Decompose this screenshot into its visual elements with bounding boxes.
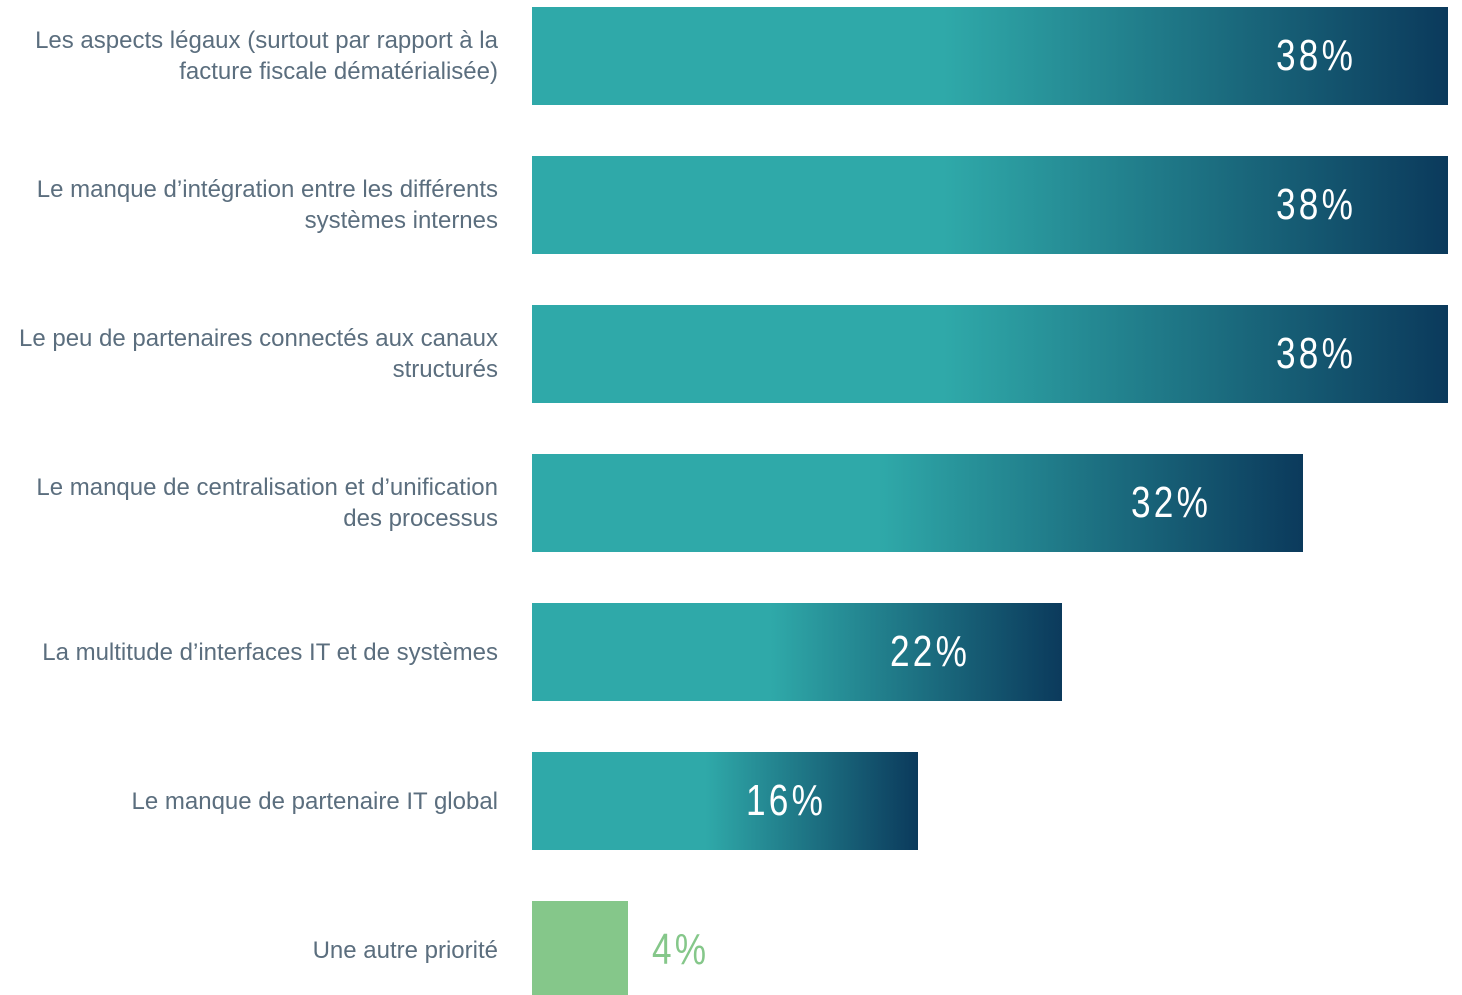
bar: [532, 603, 1063, 701]
category-label: Le peu de partenaires connectés aux cana…: [18, 325, 498, 383]
bar: [532, 7, 1448, 105]
category-label: La multitude d’interfaces IT et de systè…: [42, 638, 498, 666]
bar: [532, 454, 1304, 552]
category-label: Les aspects légaux (surtout par rapport …: [35, 27, 498, 85]
bar: [532, 156, 1448, 254]
category-label: Le manque d’intégration entre les différ…: [36, 176, 498, 234]
value-label: 38%: [1275, 180, 1356, 229]
value-label: 38%: [1275, 31, 1356, 80]
category-label: Le manque de partenaire IT global: [131, 787, 498, 815]
value-label: 32%: [1131, 478, 1212, 527]
value-label: 4%: [652, 925, 710, 974]
category-label: Une autre priorité: [312, 936, 498, 964]
bar: [532, 305, 1448, 403]
value-label: 16%: [745, 776, 826, 825]
value-label: 22%: [890, 627, 971, 676]
bar: [532, 901, 629, 995]
bar: [532, 752, 918, 850]
category-label: Le manque de centralisation et d’unifica…: [36, 474, 498, 532]
value-label: 38%: [1275, 329, 1356, 378]
